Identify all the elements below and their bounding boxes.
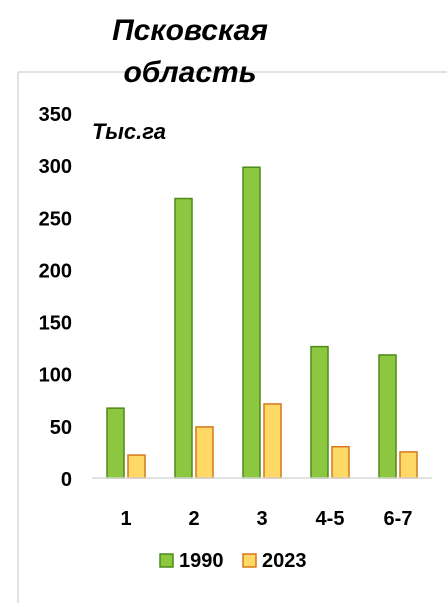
y-tick-label: 150 — [39, 313, 72, 335]
x-tick-label: 3 — [256, 508, 267, 530]
bar-1990-2 — [174, 197, 193, 479]
legend: 1990 2023 — [159, 550, 307, 572]
x-tick-label: 4-5 — [316, 508, 345, 530]
legend-swatch-2023 — [242, 553, 257, 568]
bar-1990-4-5 — [310, 345, 329, 479]
x-axis: 1 2 3 4-5 6-7 — [120, 508, 412, 530]
y-tick-label: 200 — [39, 260, 72, 282]
y-tick-label: 50 — [50, 417, 72, 439]
unit-label: Тыс.га — [92, 119, 166, 144]
y-tick-label: 300 — [39, 156, 72, 178]
y-tick-label: 350 — [39, 104, 72, 126]
legend-swatch-1990 — [159, 553, 174, 568]
bar-2023-4-5 — [331, 445, 350, 479]
bar-1990-6-7 — [378, 354, 397, 479]
bar-1990-1 — [106, 407, 125, 479]
y-tick-label: 0 — [61, 469, 72, 491]
y-tick-label: 100 — [39, 365, 72, 387]
bar-2023-6-7 — [399, 451, 418, 479]
y-tick-label: 250 — [39, 208, 72, 230]
bar-2023-3 — [263, 403, 282, 479]
chart-title-line-2: область — [123, 56, 256, 89]
bar-2023-2 — [195, 426, 214, 479]
legend-label-1990: 1990 — [179, 550, 224, 572]
x-tick-label: 6-7 — [384, 508, 413, 530]
y-axis: 0 50 100 150 200 250 300 350 — [39, 104, 72, 491]
chart-title-line-1: Псковская — [112, 14, 268, 47]
bar-2023-1 — [127, 454, 146, 479]
bars — [106, 166, 418, 479]
legend-label-2023: 2023 — [262, 550, 307, 572]
bar-1990-3 — [242, 166, 261, 479]
x-tick-label: 2 — [188, 508, 199, 530]
x-tick-label: 1 — [120, 508, 131, 530]
